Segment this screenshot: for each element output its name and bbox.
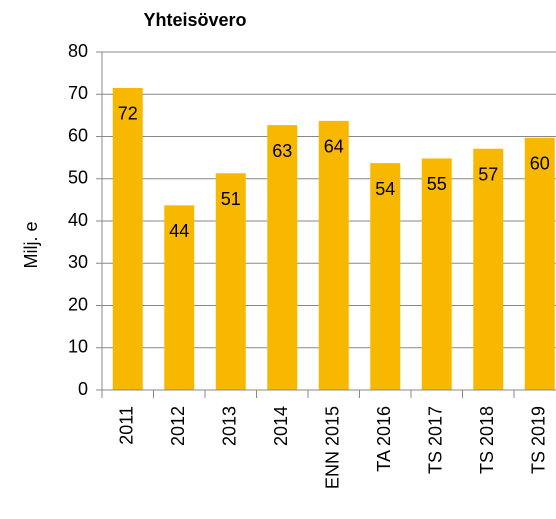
bar (267, 125, 298, 390)
y-tick-label: 60 (68, 125, 88, 145)
x-tick-label: TS 2018 (477, 406, 497, 474)
data-label: 64 (324, 137, 344, 157)
x-tick-label: 2013 (220, 406, 240, 446)
chart-title: Yhteisövero (143, 10, 246, 30)
x-tick-label: 2014 (271, 406, 291, 446)
data-label: 51 (221, 189, 241, 209)
bar (112, 87, 143, 390)
data-label: 72 (118, 104, 138, 124)
data-label: 60 (530, 154, 550, 174)
y-tick-label: 40 (68, 210, 88, 230)
data-label: 54 (375, 179, 395, 199)
y-tick-label: 0 (78, 379, 88, 399)
y-tick-label: 70 (68, 83, 88, 103)
y-tick-label: 50 (68, 168, 88, 188)
data-label: 44 (169, 221, 189, 241)
y-tick-label: 30 (68, 252, 88, 272)
x-tick-label: ENN 2015 (323, 406, 343, 489)
y-axis-label: Milj. e (21, 221, 41, 268)
bar (318, 120, 349, 391)
bar (164, 205, 195, 390)
x-tick-label: 2012 (168, 406, 188, 446)
bar (421, 158, 452, 390)
bar (524, 137, 555, 390)
bar (215, 173, 246, 390)
x-tick-label: 2011 (117, 406, 137, 445)
data-label: 63 (272, 141, 292, 161)
bar (370, 163, 401, 390)
x-tick-label: TA 2016 (374, 406, 394, 472)
data-label: 57 (478, 165, 498, 185)
x-tick-label: TS 2017 (426, 406, 446, 474)
x-tick-label: TS 2019 (529, 406, 549, 474)
data-label: 55 (427, 174, 447, 194)
y-tick-label: 10 (68, 337, 88, 357)
bar (473, 148, 504, 390)
y-tick-label: 20 (68, 294, 88, 314)
y-tick-label: 80 (68, 41, 88, 61)
